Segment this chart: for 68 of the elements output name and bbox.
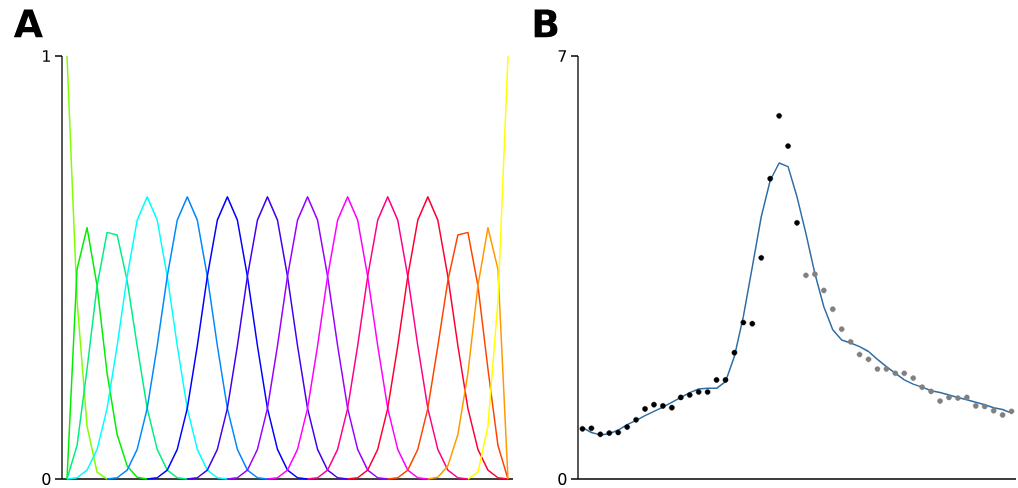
line-series: [146, 196, 309, 480]
point: [972, 403, 979, 409]
point: [597, 431, 604, 438]
line-series: [66, 226, 148, 480]
point: [669, 404, 675, 411]
point: [883, 366, 890, 372]
point: [937, 398, 943, 404]
line-series: [346, 196, 509, 480]
line-series: [66, 196, 229, 480]
line-series: [427, 226, 509, 480]
point: [928, 388, 934, 395]
point: [713, 377, 720, 383]
y-tick-label: 7: [558, 50, 567, 62]
point: [749, 320, 756, 327]
point: [901, 370, 908, 377]
point: [642, 406, 648, 412]
point: [633, 416, 639, 423]
line-series: [306, 196, 469, 480]
point: [838, 326, 845, 332]
y-tick-label: 1: [43, 50, 50, 62]
point: [660, 403, 666, 409]
point: [722, 377, 729, 383]
line-series: [106, 196, 269, 480]
point: [812, 271, 818, 277]
point: [829, 306, 836, 312]
line-series: [66, 231, 189, 480]
chart-title: B: [534, 9, 558, 38]
point: [999, 412, 1006, 418]
chart-title: A: [13, 9, 43, 38]
point: [946, 394, 952, 401]
line-series: [266, 196, 429, 480]
point: [955, 395, 961, 401]
point: [919, 384, 925, 390]
point: [856, 351, 863, 358]
point: [606, 430, 613, 436]
line-series: [226, 196, 389, 480]
point: [758, 255, 765, 261]
point: [981, 403, 988, 410]
point: [588, 425, 595, 432]
line-series: [186, 196, 349, 480]
line-series: [386, 231, 509, 480]
point: [731, 349, 738, 356]
point: [579, 426, 586, 432]
point: [910, 375, 917, 381]
y-tick-label: 0: [42, 472, 51, 486]
point: [785, 143, 791, 149]
point: [990, 407, 997, 414]
line-series: [467, 55, 509, 480]
point: [964, 394, 970, 401]
point: [821, 287, 827, 294]
point: [615, 429, 622, 436]
point: [767, 175, 773, 182]
point: [803, 272, 809, 279]
point: [874, 366, 881, 372]
line-series: [66, 55, 108, 480]
point: [686, 392, 693, 398]
point: [678, 394, 684, 401]
point: [776, 113, 782, 119]
point: [624, 424, 630, 430]
point: [865, 356, 872, 363]
point: [794, 219, 800, 226]
point: [704, 389, 711, 395]
point: [740, 319, 747, 326]
point: [695, 389, 702, 395]
point: [847, 339, 854, 345]
point: [892, 370, 899, 377]
point: [651, 401, 657, 408]
y-tick-label: 0: [558, 472, 567, 486]
